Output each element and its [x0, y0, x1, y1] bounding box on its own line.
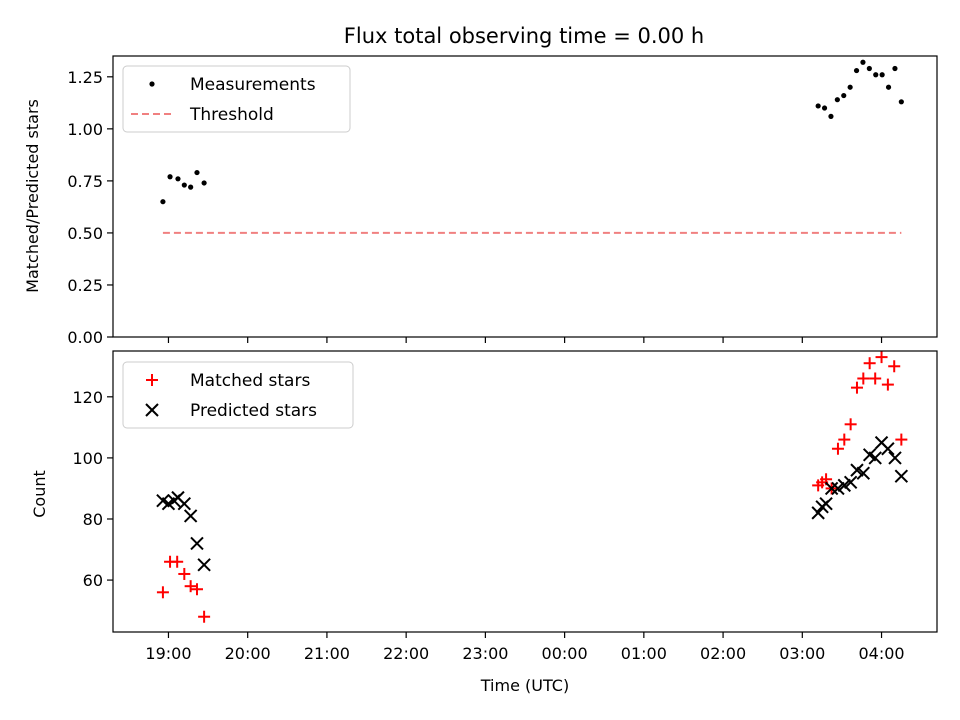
ratio-y-axis-label: Matched/Predicted stars [23, 99, 42, 293]
matched-star-point [184, 580, 197, 593]
matched-star-point [844, 418, 857, 431]
count-y-tick-label: 100 [72, 449, 103, 468]
ratio-y-tick-label: 1.25 [67, 68, 103, 87]
measurement-point [201, 180, 207, 186]
measurement-point [853, 67, 860, 74]
predicted-star-point [881, 442, 895, 456]
count-y-tick-label: 60 [83, 571, 103, 590]
predicted-star-point [894, 469, 909, 483]
measurement-point [188, 184, 194, 190]
predicted-star-point [197, 558, 211, 572]
ratio-y-axis: 0.00 0.25 0.50 0.75 1.00 1.25 [67, 68, 113, 347]
measurement-point [821, 105, 828, 111]
x-tick-label: 22:00 [383, 644, 429, 663]
figure-title: Flux total observing time = 0.00 h [344, 24, 704, 48]
matched-star-point [881, 378, 894, 391]
count-y-tick-label: 80 [83, 510, 103, 529]
x-tick-label: 00:00 [542, 644, 588, 663]
measurement-point [841, 92, 847, 99]
count-legend: Matched stars Predicted stars [122, 361, 354, 429]
matched-star-point [156, 586, 169, 599]
x-tick-label: 04:00 [858, 644, 904, 663]
predicted-star-point [888, 451, 902, 465]
ratio-y-tick-label: 0.00 [67, 328, 103, 347]
count-y-axis: 60 80 100 120 [72, 388, 113, 590]
measurement-point [879, 72, 885, 78]
matched-stars-points [156, 351, 908, 623]
measurement-point [828, 113, 834, 119]
x-axis-label: Time (UTC) [480, 676, 569, 695]
matched-star-point [888, 360, 901, 373]
ratio-legend-box [122, 65, 351, 133]
predicted-star-point [819, 497, 833, 511]
predicted-star-point [177, 497, 192, 511]
predicted-star-point [183, 509, 198, 523]
measurement-point [885, 84, 892, 90]
predicted-star-point [868, 451, 882, 465]
predicted-star-point [190, 536, 204, 551]
predicted-star-point [843, 475, 858, 490]
ratio-plot-frame [112, 55, 938, 338]
count-plot-frame [112, 350, 938, 633]
ratio-y-tick-label: 0.50 [67, 224, 103, 243]
measurement-point [866, 65, 872, 72]
legend-matched-label: Matched stars [190, 371, 310, 391]
matched-star-point [178, 567, 191, 580]
measurement-point [181, 182, 187, 188]
matched-star-point [171, 555, 184, 568]
legend-matched-marker [146, 374, 158, 386]
count-y-tick-label: 120 [72, 388, 103, 407]
x-tick-label: 19:00 [145, 644, 191, 663]
measurement-point [847, 84, 853, 90]
count-legend-box [122, 361, 354, 429]
predicted-star-point [824, 481, 839, 496]
ratio-y-tick-label: 0.75 [67, 172, 103, 191]
predicted-stars-points [156, 435, 909, 572]
measurement-point [892, 65, 898, 72]
ratio-panel: 0.00 0.25 0.50 0.75 1.00 1.25 Matched/Predict… [23, 55, 938, 347]
matched-star-point [838, 433, 851, 446]
ratio-y-tick-label: 0.25 [67, 276, 103, 295]
legend-predicted-marker [145, 403, 159, 417]
matched-star-point [863, 357, 876, 370]
x-tick-label: 23:00 [462, 644, 508, 663]
count-x-axis: 19:00 20:00 21:00 22:00 23:00 00:00 01:00 02:00… [145, 632, 905, 663]
measurement-point [194, 169, 200, 176]
matched-star-point [831, 442, 844, 455]
matched-star-point [850, 381, 863, 394]
predicted-star-point [856, 466, 871, 480]
ratio-y-tick-label: 1.00 [67, 120, 103, 139]
x-tick-label: 03:00 [779, 644, 825, 663]
legend-measurement-marker [149, 81, 155, 87]
measurement-point [167, 174, 173, 180]
measurement-points [160, 59, 904, 205]
count-y-axis-label: Count [30, 470, 49, 518]
measurement-point [898, 99, 904, 105]
measurement-point [160, 199, 166, 205]
measurement-point [873, 72, 879, 78]
legend-threshold-label: Threshold [189, 105, 274, 125]
x-tick-label: 01:00 [621, 644, 667, 663]
x-tick-label: 21:00 [304, 644, 350, 663]
ratio-x-ticks [167, 337, 883, 343]
matched-star-point [875, 351, 888, 364]
measurement-point [175, 176, 181, 182]
matched-star-point [857, 372, 870, 385]
matched-star-point [198, 610, 211, 623]
matched-star-point [190, 583, 203, 596]
x-tick-label: 02:00 [700, 644, 746, 663]
matched-star-point [869, 372, 882, 385]
legend-measurements-label: Measurements [190, 75, 316, 95]
measurement-point [860, 59, 866, 65]
legend-predicted-label: Predicted stars [190, 401, 317, 421]
matched-star-point [895, 433, 908, 446]
count-panel: 60 80 100 120 19:00 20:00 21:00 22:00 23:00 00:0… [30, 350, 938, 695]
measurement-point [815, 103, 821, 109]
ratio-legend: Measurements Threshold [122, 65, 351, 133]
x-tick-label: 20:00 [225, 644, 271, 663]
measurement-point [834, 97, 840, 103]
